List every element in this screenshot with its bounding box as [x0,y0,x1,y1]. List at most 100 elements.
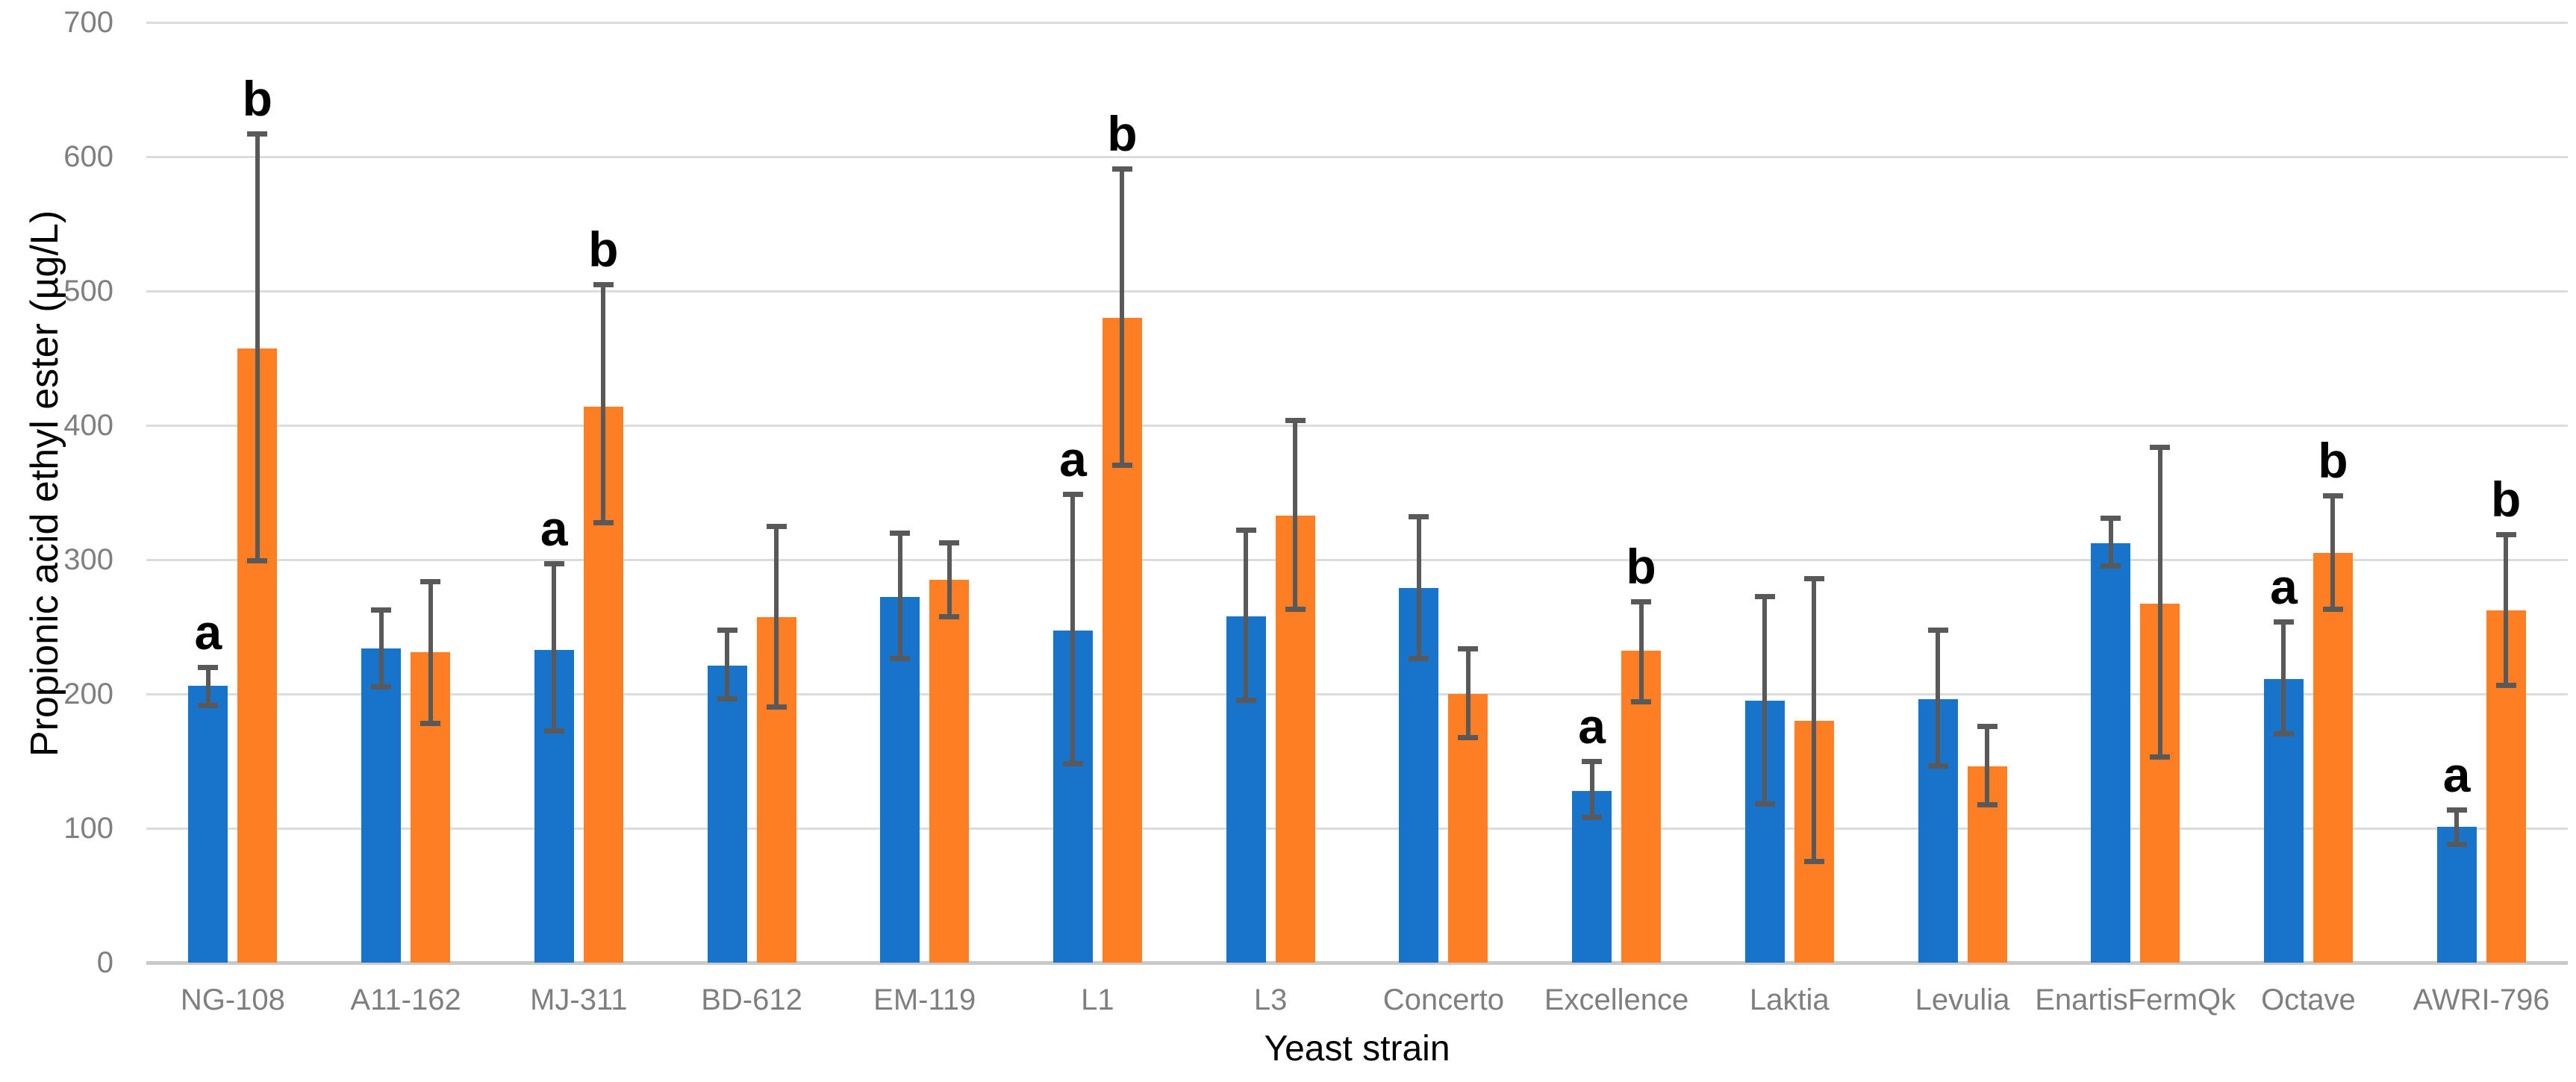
y-tick-label: 400 [63,409,113,442]
gridline [146,425,2568,427]
gridline [146,693,2568,695]
error-bar-top-cap [1582,759,1603,764]
error-bar-bottom-cap [1631,698,1652,704]
x-axis-line [146,961,2568,965]
error-bar-top-cap [2495,531,2516,537]
error-bar [428,581,433,724]
error-bar-top-cap [2101,516,2121,522]
error-bar-bottom-cap [939,614,960,620]
error-bar-top-cap [420,578,441,584]
category-label: EM-119 [873,984,976,1016]
error-bar-bottom-cap [1582,814,1603,820]
error-bar-bottom-cap [1111,463,1132,468]
bar-blue [2436,827,2477,963]
error-bar-bottom-cap [1803,859,1824,864]
error-bar-bottom-cap [593,520,614,526]
bar-blue [707,666,747,963]
error-bar-bottom-cap [2101,563,2121,569]
bar-blue [361,648,402,963]
error-bar-bottom-cap [1062,760,1083,766]
category-label: Laktia [1749,984,1830,1016]
error-bar-top-cap [543,561,564,567]
significance-letter: b [1626,538,1656,594]
bar-orange [2313,553,2353,963]
error-bar-bottom-cap [1754,801,1775,807]
category-label: Excellence [1544,984,1689,1016]
bar-blue [188,686,228,963]
error-bar-bottom-cap [2495,683,2516,689]
error-bar-top-cap [1927,627,1948,633]
category-label: BD-612 [701,984,802,1016]
error-bar-top-cap [1285,417,1306,423]
y-tick-label: 700 [63,6,113,39]
error-bar-bottom-cap [1235,698,1256,703]
error-bar-bottom-cap [890,656,911,662]
error-bar-top-cap [766,524,787,529]
error-bar-top-cap [890,531,911,536]
error-bar-bottom-cap [1458,735,1479,741]
error-bar [1638,601,1644,702]
error-bar-bottom-cap [1285,606,1306,612]
error-bar-top-cap [247,131,268,137]
error-bar-top-cap [198,665,219,670]
error-bar-top-cap [939,540,960,545]
error-bar [1120,169,1125,466]
error-bar [1762,595,1768,804]
error-bar [774,526,779,707]
error-bar-bottom-cap [371,684,392,689]
error-bar [1070,493,1076,764]
error-bar [1812,578,1817,862]
error-bar-bottom-cap [543,728,564,734]
significance-letter: a [540,501,568,557]
error-bar [725,629,729,700]
significance-letter: a [2442,746,2471,802]
error-bar [2330,495,2336,610]
category-label: Concerto [1382,984,1504,1016]
error-bar-top-cap [1458,645,1479,651]
gridline [146,559,2568,561]
error-bar-top-cap [1111,166,1132,172]
error-bar-bottom-cap [1927,763,1948,769]
category-label: NG-108 [180,984,285,1016]
error-bar-bottom-cap [717,696,737,702]
y-tick-label: 100 [63,812,113,845]
significance-letter: a [194,604,222,660]
significance-letter: a [1059,431,1087,487]
error-bar-bottom-cap [247,557,268,563]
error-bar-bottom-cap [198,703,219,709]
error-bar-top-cap [2150,444,2171,450]
significance-letter: a [1578,698,1606,754]
significance-letter: b [2318,432,2348,488]
error-bar-bottom-cap [420,720,441,726]
error-bar [255,134,260,561]
error-bar-top-cap [371,607,392,613]
error-bar-bottom-cap [2446,841,2467,847]
category-label: A11-162 [350,984,461,1016]
error-bar-top-cap [593,282,614,287]
error-bar [552,563,557,732]
error-bar [1293,419,1298,610]
error-bar [946,542,952,618]
error-bar [378,609,384,687]
error-bar [2108,518,2113,566]
error-bar-bottom-cap [2273,731,2294,737]
significance-letter: b [1107,106,1138,162]
error-bar [2504,534,2509,687]
error-bar-bottom-cap [2150,754,2171,760]
error-bar-top-cap [1062,491,1083,497]
error-bar-top-cap [1631,598,1652,604]
significance-letter: b [588,222,619,277]
error-bar-bottom-cap [766,704,787,710]
error-bar-top-cap [2322,492,2343,498]
error-bar [1985,726,1989,806]
error-bar [1416,516,1421,660]
bar-blue [2091,543,2131,963]
category-label: MJ-311 [530,984,628,1016]
significance-letter: b [2490,471,2522,527]
x-axis-title: Yeast strain [1264,1029,1450,1069]
error-bar-bottom-cap [1977,802,1998,808]
gridline [146,22,2568,24]
error-bar [1589,761,1594,818]
y-tick-label: 200 [63,678,113,710]
